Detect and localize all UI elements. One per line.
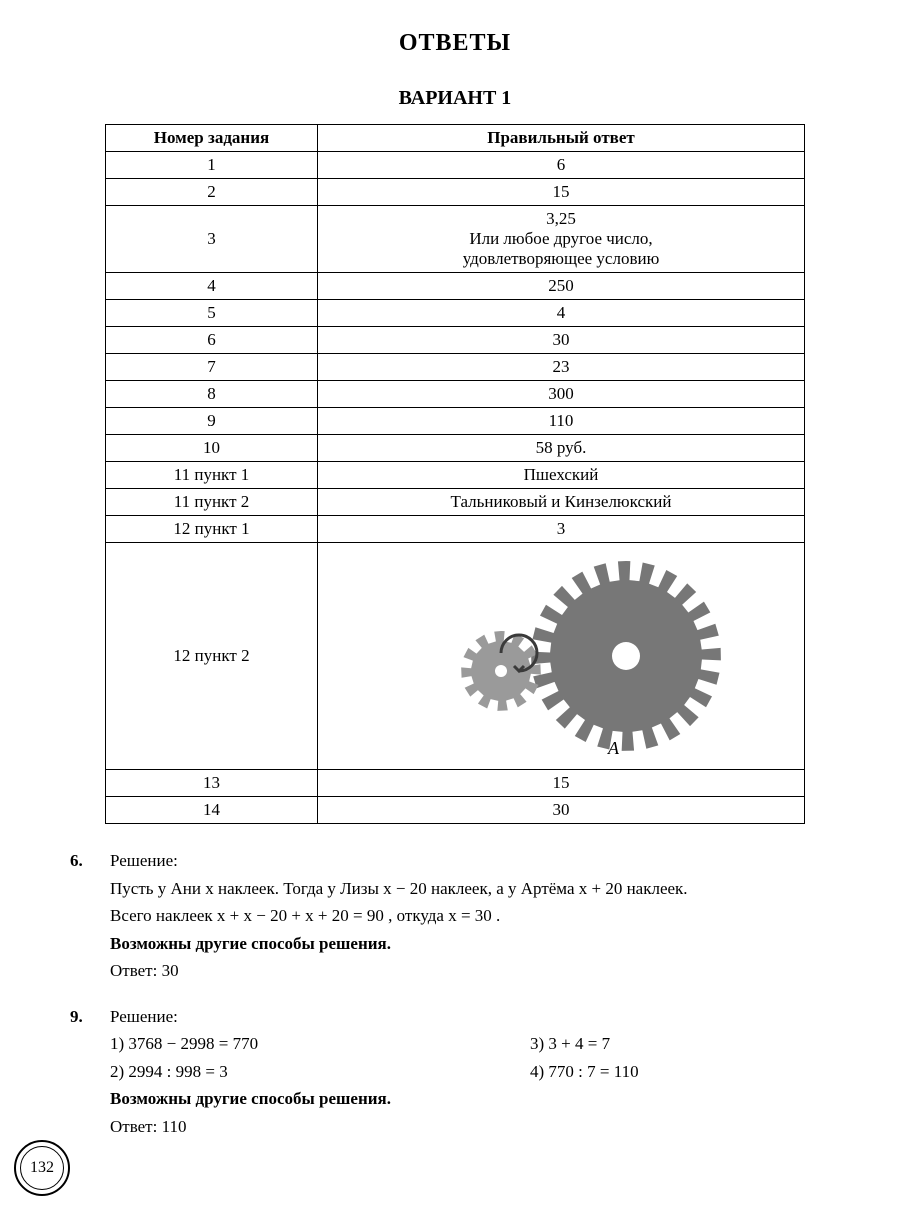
task-number-cell: 12 пункт 1: [106, 516, 318, 543]
gear-label: A: [608, 738, 619, 759]
solution-label: Решение:: [110, 848, 830, 874]
calc-line: 1) 3768 − 2998 = 770: [110, 1031, 410, 1057]
answer-cell: 23: [318, 354, 805, 381]
solution-note: Возможны другие способы решения.: [110, 1086, 830, 1112]
table-row: 12 пункт 13: [106, 516, 805, 543]
task-number-cell: 10: [106, 435, 318, 462]
answer-cell: 30: [318, 327, 805, 354]
calc-line: 4) 770 : 7 = 110: [530, 1059, 830, 1085]
answer-cell: 4: [318, 300, 805, 327]
col-header-answer: Правильный ответ: [318, 125, 805, 152]
table-row: 1058 руб.: [106, 435, 805, 462]
calc-line: 3) 3 + 4 = 7: [530, 1031, 830, 1057]
table-row: 1315: [106, 770, 805, 797]
calc-columns: 1) 3768 − 2998 = 7702) 2994 : 998 = 3 3) …: [110, 1031, 830, 1086]
table-row: 630: [106, 327, 805, 354]
solution-answer: Ответ: 30: [110, 958, 830, 984]
variant-subtitle: ВАРИАНТ 1: [60, 87, 850, 110]
task-number-cell: 3: [106, 206, 318, 273]
task-number-cell: 6: [106, 327, 318, 354]
task-number-cell: 11 пункт 2: [106, 489, 318, 516]
solution-label: Решение:: [110, 1004, 830, 1030]
answer-cell: 58 руб.: [318, 435, 805, 462]
solution-block: 9.Решение:1) 3768 − 2998 = 7702) 2994 : …: [70, 1004, 840, 1142]
task-number-cell: 14: [106, 797, 318, 824]
table-row: 4250: [106, 273, 805, 300]
solution-line: Всего наклеек x + x − 20 + x + 20 = 90 ,…: [110, 903, 830, 929]
gear-diagram: A: [326, 551, 796, 761]
task-number-cell: 13: [106, 770, 318, 797]
answer-cell: 300: [318, 381, 805, 408]
task-number-cell: 2: [106, 179, 318, 206]
table-row: 1430: [106, 797, 805, 824]
answer-cell: A: [318, 543, 805, 770]
table-row: 11 пункт 2Тальниковый и Кинзелюкский: [106, 489, 805, 516]
answer-cell: 3,25Или любое другое число,удовлетворяющ…: [318, 206, 805, 273]
task-number-cell: 8: [106, 381, 318, 408]
solution-block: 6.Решение:Пусть у Ани x наклеек. Тогда у…: [70, 848, 840, 986]
table-row: 11 пункт 1Пшехский: [106, 462, 805, 489]
task-number-cell: 4: [106, 273, 318, 300]
answer-cell: 6: [318, 152, 805, 179]
answer-cell: 250: [318, 273, 805, 300]
answer-cell: 15: [318, 179, 805, 206]
solution-number: 6.: [70, 848, 110, 874]
table-row: 9110: [106, 408, 805, 435]
calc-line: 2) 2994 : 998 = 3: [110, 1059, 410, 1085]
task-number-cell: 1: [106, 152, 318, 179]
answer-cell: 3: [318, 516, 805, 543]
table-row: 16: [106, 152, 805, 179]
table-row: 12 пункт 2 A: [106, 543, 805, 770]
table-row: 8300: [106, 381, 805, 408]
solution-note: Возможны другие способы решения.: [110, 931, 830, 957]
answers-table: Номер задания Правильный ответ 1621533,2…: [105, 124, 805, 824]
col-header-number: Номер задания: [106, 125, 318, 152]
answer-cell: 110: [318, 408, 805, 435]
answer-cell: Тальниковый и Кинзелюкский: [318, 489, 805, 516]
table-row: 215: [106, 179, 805, 206]
task-number-cell: 5: [106, 300, 318, 327]
task-number-cell: 12 пункт 2: [106, 543, 318, 770]
answer-cell: Пшехский: [318, 462, 805, 489]
table-row: 723: [106, 354, 805, 381]
solutions-section: 6.Решение:Пусть у Ани x наклеек. Тогда у…: [70, 848, 840, 1141]
table-row: 54: [106, 300, 805, 327]
table-row: 33,25Или любое другое число,удовлетворяю…: [106, 206, 805, 273]
solution-line: Пусть у Ани x наклеек. Тогда у Лизы x − …: [110, 876, 830, 902]
page-number-ring: 132: [14, 1140, 70, 1196]
task-number-cell: 7: [106, 354, 318, 381]
solution-number: 9.: [70, 1004, 110, 1030]
answer-cell: 30: [318, 797, 805, 824]
page-title: ОТВЕТЫ: [60, 30, 850, 57]
answer-cell: 15: [318, 770, 805, 797]
task-number-cell: 9: [106, 408, 318, 435]
task-number-cell: 11 пункт 1: [106, 462, 318, 489]
solution-answer: Ответ: 110: [110, 1114, 830, 1140]
page-number: 132: [20, 1146, 64, 1190]
